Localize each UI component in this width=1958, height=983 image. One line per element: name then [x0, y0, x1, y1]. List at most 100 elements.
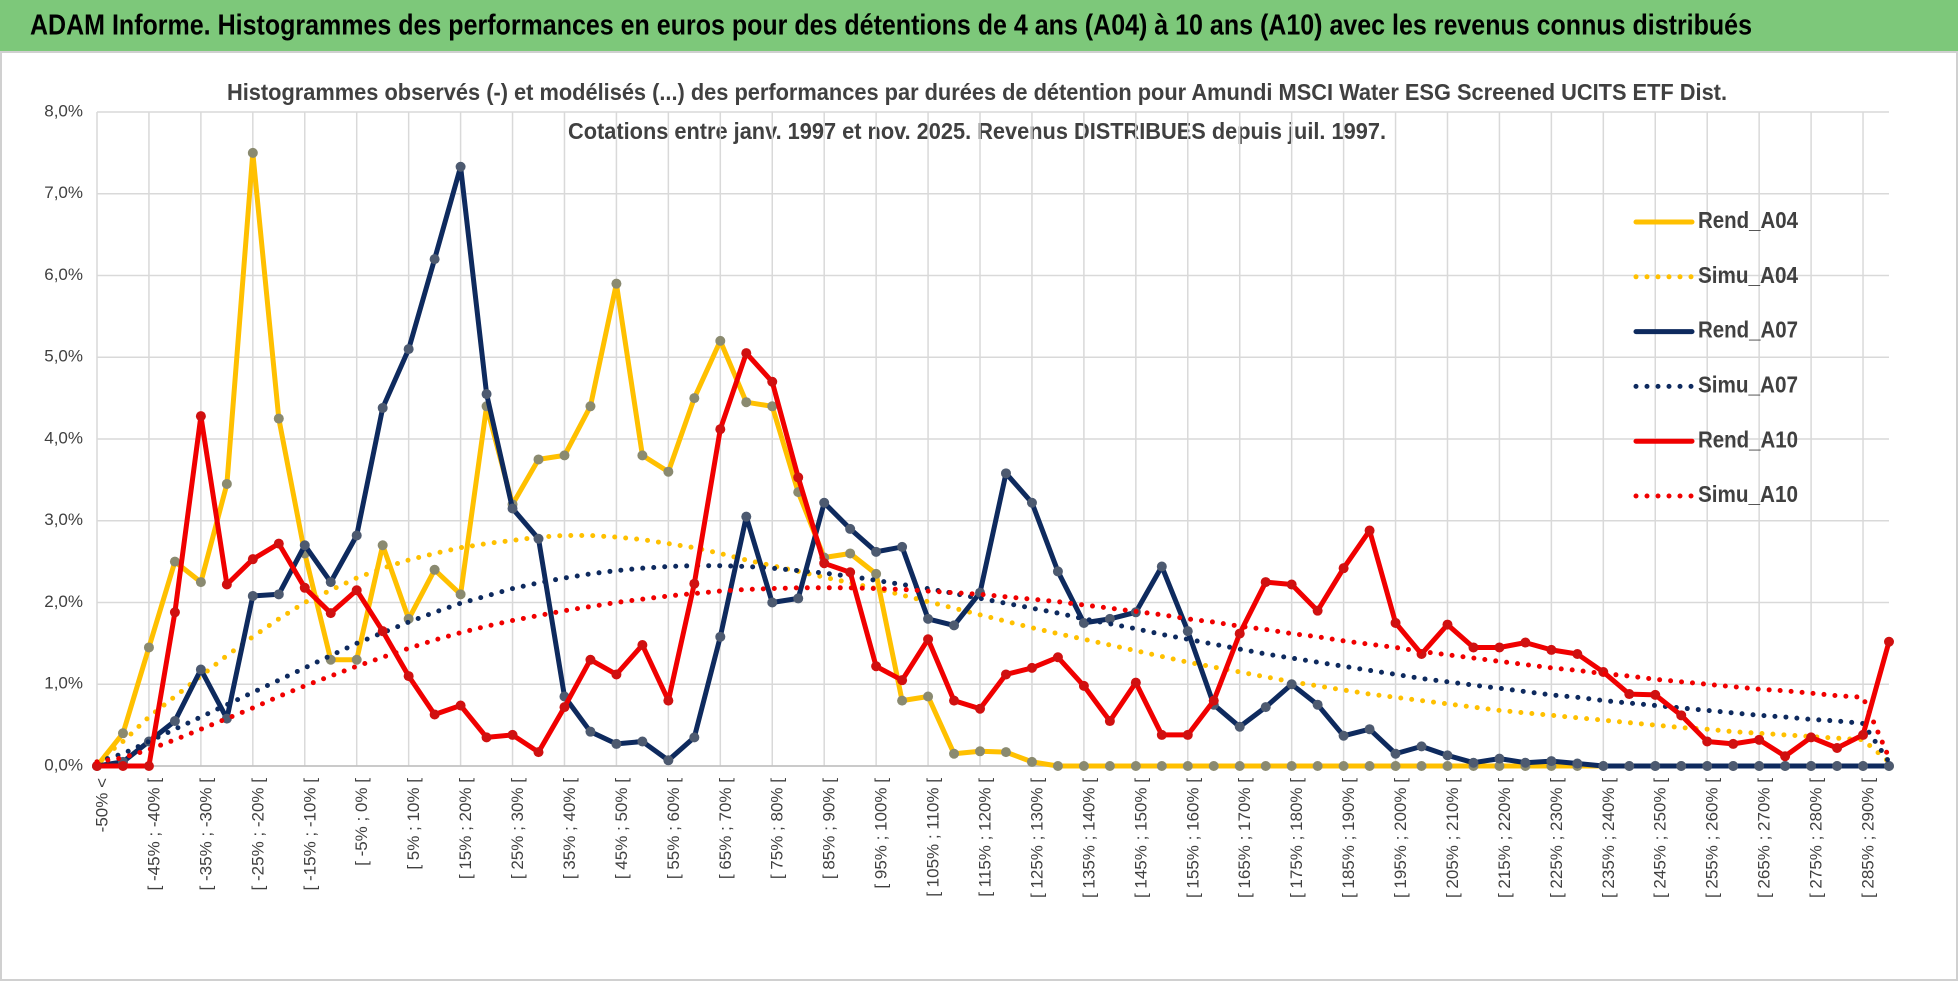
y-tick-label: 8,0%: [44, 101, 83, 120]
x-tick-label: [ 15% ; 20% [: [456, 778, 475, 879]
y-tick-label: 7,0%: [44, 183, 83, 202]
point-marker: [247, 147, 258, 158]
point-marker: [195, 577, 206, 588]
point-marker: [351, 654, 362, 665]
point-marker: [1052, 761, 1063, 771]
y-tick-label: 3,0%: [44, 510, 83, 529]
point-marker: [949, 748, 960, 759]
point-marker: [351, 530, 362, 541]
point-marker: [871, 661, 882, 672]
point-marker: [689, 732, 700, 743]
point-marker: [429, 709, 440, 720]
point-marker: [273, 589, 284, 600]
point-marker: [1208, 761, 1219, 771]
point-marker: [1884, 761, 1894, 771]
point-marker: [325, 577, 336, 588]
model-line: [94, 533, 1892, 765]
x-tick-label: [ 255% ; 260% [: [1703, 778, 1722, 898]
point-marker: [325, 608, 336, 619]
point-marker: [1312, 761, 1323, 771]
point-marker: [143, 642, 154, 653]
point-marker: [923, 691, 934, 702]
point-marker: [1416, 741, 1427, 752]
point-marker: [1546, 756, 1557, 767]
point-marker: [117, 761, 128, 771]
point-marker: [1078, 617, 1089, 628]
point-marker: [1468, 642, 1479, 653]
point-marker: [559, 702, 570, 713]
header-bar: [0, 0, 1958, 52]
y-tick-label: 2,0%: [44, 592, 83, 611]
point-marker: [1260, 761, 1271, 771]
point-marker: [819, 497, 830, 508]
x-tick-label: [ 205% ; 210% [: [1443, 778, 1462, 898]
point-marker: [1234, 628, 1245, 639]
point-marker: [1624, 689, 1635, 700]
point-marker: [1832, 761, 1843, 771]
point-marker: [1052, 652, 1063, 663]
point-marker: [1676, 710, 1687, 721]
point-marker: [1286, 679, 1297, 690]
y-tick-label: 1,0%: [44, 674, 83, 693]
point-marker: [1078, 680, 1089, 691]
point-marker: [377, 540, 388, 551]
point-marker: [1884, 636, 1894, 647]
x-tick-label: [ 75% ; 80% [: [768, 778, 787, 879]
point-marker: [897, 675, 908, 686]
point-marker: [1390, 748, 1401, 759]
point-marker: [169, 556, 180, 567]
point-marker: [195, 664, 206, 675]
model-line: [94, 563, 1892, 765]
point-marker: [169, 607, 180, 618]
legend-label: Rend_A10: [1698, 426, 1798, 452]
point-marker: [221, 579, 232, 590]
point-marker: [1260, 577, 1271, 588]
point-marker: [923, 634, 934, 645]
point-marker: [923, 613, 934, 624]
point-marker: [1442, 750, 1453, 761]
point-marker: [143, 761, 154, 771]
point-marker: [1182, 761, 1193, 771]
x-tick-label: [ -15% ; -10% [: [300, 778, 319, 891]
point-marker: [1260, 702, 1271, 713]
point-marker: [455, 589, 466, 600]
y-tick-label: 5,0%: [44, 347, 83, 366]
point-marker: [1000, 468, 1011, 479]
legend-label: Rend_A04: [1698, 207, 1798, 233]
point-marker: [1156, 561, 1167, 572]
point-marker: [767, 376, 778, 387]
point-marker: [1702, 736, 1713, 747]
point-marker: [767, 401, 778, 412]
x-tick-label: [ 145% ; 150% [: [1131, 778, 1150, 898]
point-marker: [1104, 761, 1115, 771]
x-tick-label: [ 215% ; 220% [: [1495, 778, 1514, 898]
chart-title: Histogrammes observés (-) et modélisés (…: [227, 79, 1727, 105]
legend-label: Simu_A10: [1698, 481, 1798, 507]
point-marker: [949, 620, 960, 631]
point-marker: [1546, 644, 1557, 655]
point-marker: [533, 747, 544, 758]
point-marker: [1104, 613, 1115, 624]
point-marker: [1442, 761, 1453, 771]
point-marker: [741, 348, 752, 359]
point-marker: [949, 695, 960, 706]
point-marker: [611, 278, 622, 289]
point-marker: [637, 640, 648, 651]
point-marker: [975, 746, 986, 757]
x-tick-label: [ 245% ; 250% [: [1651, 778, 1670, 898]
x-tick-label: [ 95% ; 100% [: [872, 778, 891, 889]
point-marker: [1390, 617, 1401, 628]
point-marker: [845, 567, 856, 578]
point-marker: [663, 695, 674, 706]
point-marker: [1364, 525, 1375, 536]
y-tick-label: 4,0%: [44, 428, 83, 447]
point-marker: [611, 738, 622, 749]
x-tick-label: [ 5% ; 10% [: [404, 778, 423, 870]
point-marker: [793, 472, 804, 483]
point-marker: [1572, 649, 1583, 660]
point-marker: [299, 540, 310, 551]
point-marker: [741, 397, 752, 408]
point-marker: [195, 411, 206, 422]
point-marker: [403, 344, 414, 355]
